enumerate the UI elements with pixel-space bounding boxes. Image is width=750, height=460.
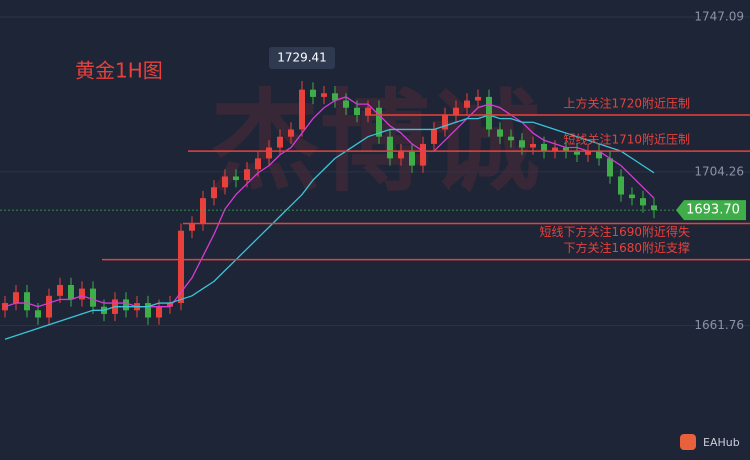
candle-body: [189, 223, 195, 231]
candle-body: [35, 310, 41, 318]
candle-body: [211, 187, 217, 199]
candle-body: [343, 100, 349, 108]
y-tick-label: 1661.76: [694, 318, 744, 332]
level-label: 短线关注1710附近压制: [563, 132, 690, 147]
peak-label-box: [269, 46, 335, 69]
candle-body: [387, 136, 393, 159]
candle-body: [409, 151, 415, 166]
candle-body: [310, 89, 316, 97]
candle-body: [398, 151, 404, 159]
candle-body: [519, 140, 525, 148]
candle-body: [13, 292, 19, 304]
candle-body: [552, 147, 558, 152]
candle-body: [79, 288, 85, 300]
level-label: 下方关注1680附近支撑: [563, 240, 690, 255]
candle-body: [200, 198, 206, 224]
level-label: 上方关注1720附近压制: [563, 95, 690, 110]
candle-body: [530, 143, 536, 148]
candle-body: [321, 93, 327, 97]
candle-body: [618, 176, 624, 195]
candle-body: [332, 93, 338, 101]
candle-body: [255, 158, 261, 170]
candle-body: [46, 295, 52, 318]
candle-body: [123, 299, 129, 311]
last-price-label: 1693.70: [686, 203, 740, 218]
brand-logo: [680, 434, 696, 450]
candle-body: [167, 303, 173, 307]
candle-body: [508, 136, 514, 141]
last-price-badge: [676, 200, 746, 221]
candle-body: [585, 151, 591, 155]
candle-body: [57, 284, 63, 296]
chart-title: 黄金1H图: [75, 59, 163, 83]
peak-label: 1729.41: [277, 50, 327, 64]
candle-body: [442, 114, 448, 130]
candle-body: [266, 147, 272, 159]
candle-body: [354, 107, 360, 115]
candle-body: [288, 129, 294, 137]
candle-body: [563, 147, 569, 152]
candle-body: [651, 205, 657, 211]
candle-body: [596, 151, 602, 159]
candle-body: [431, 129, 437, 144]
candle-body: [156, 306, 162, 318]
level-label: 短线下方关注1690附近得失: [539, 224, 690, 239]
candle-body: [486, 96, 492, 130]
y-tick-label: 1704.26: [694, 164, 744, 178]
candle-body: [629, 194, 635, 199]
candle-body: [541, 143, 547, 152]
candle-body: [464, 100, 470, 108]
candle-body: [145, 303, 151, 318]
candle-body: [607, 158, 613, 177]
candle-body: [475, 96, 481, 101]
moving-average-line: [4, 114, 655, 340]
candle-body: [277, 136, 283, 148]
candle-body: [244, 169, 250, 181]
candle-body: [497, 129, 503, 137]
candle-body: [90, 288, 96, 307]
candle-body: [299, 89, 305, 130]
candle-body: [233, 176, 239, 181]
candle-body: [453, 107, 459, 115]
candle-body: [420, 143, 426, 166]
candle-body: [68, 284, 74, 300]
y-tick-label: 1747.09: [694, 9, 744, 23]
candle-body: [640, 198, 646, 206]
candle-body: [365, 107, 371, 115]
candle-body: [222, 176, 228, 188]
candle-body: [376, 107, 382, 137]
moving-average-line: [4, 96, 655, 308]
brand: EAHub: [703, 436, 740, 449]
candle-body: [574, 151, 580, 155]
candle-body: [178, 230, 184, 304]
watermark: 杰博诚: [210, 78, 540, 206]
candle-body: [24, 292, 30, 311]
